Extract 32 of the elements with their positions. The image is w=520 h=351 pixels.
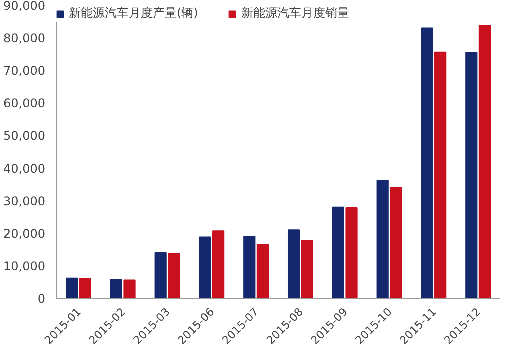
y-tick-label: 40,000 (4, 162, 46, 176)
bar (168, 253, 180, 298)
bar (212, 230, 225, 298)
bar (256, 244, 270, 298)
y-tick-label: 50,000 (4, 129, 46, 144)
bar (421, 28, 434, 298)
bar (110, 279, 122, 298)
y-tick-label: 60,000 (4, 96, 46, 111)
bar (478, 25, 492, 298)
legend-label: 新能源汽车月度销量 (241, 5, 350, 22)
legend-label: 新能源汽车月度产量(辆) (69, 5, 198, 22)
y-tick-label: 70,000 (4, 64, 46, 78)
y-tick-label: 20,000 (4, 226, 46, 241)
y-tick-label: 80,000 (4, 32, 46, 46)
y-tick-label: 0 (38, 292, 46, 306)
bar (466, 52, 478, 298)
bar (288, 230, 300, 298)
bar (154, 252, 167, 298)
bar (301, 240, 314, 298)
bar (79, 278, 92, 298)
bar (66, 278, 78, 298)
y-tick-label: 30,000 (4, 194, 46, 208)
bar (390, 187, 402, 298)
bar (124, 280, 136, 298)
bar (332, 206, 344, 298)
bar (376, 180, 389, 298)
bar (244, 236, 256, 298)
bar (434, 52, 447, 298)
y-tick-label: 90,000 (4, 0, 46, 13)
y-tick-label: 10,000 (4, 259, 46, 274)
bar (199, 236, 212, 298)
bar (346, 207, 358, 298)
